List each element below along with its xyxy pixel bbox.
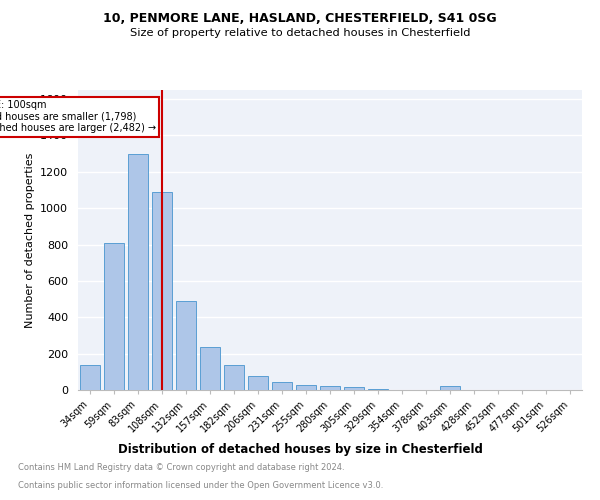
Bar <box>224 366 244 390</box>
Bar <box>104 242 124 390</box>
Text: 10 PENMORE LANE: 100sqm
← 42% of detached houses are smaller (1,798)
57% of semi: 10 PENMORE LANE: 100sqm ← 42% of detache… <box>0 100 156 133</box>
Text: Size of property relative to detached houses in Chesterfield: Size of property relative to detached ho… <box>130 28 470 38</box>
Text: Contains HM Land Registry data © Crown copyright and database right 2024.: Contains HM Land Registry data © Crown c… <box>18 464 344 472</box>
Bar <box>320 386 340 390</box>
Bar <box>176 301 196 390</box>
Bar <box>80 364 100 390</box>
Text: Contains public sector information licensed under the Open Government Licence v3: Contains public sector information licen… <box>18 481 383 490</box>
Text: 10, PENMORE LANE, HASLAND, CHESTERFIELD, S41 0SG: 10, PENMORE LANE, HASLAND, CHESTERFIELD,… <box>103 12 497 26</box>
Text: Distribution of detached houses by size in Chesterfield: Distribution of detached houses by size … <box>118 442 482 456</box>
Bar <box>440 386 460 390</box>
Y-axis label: Number of detached properties: Number of detached properties <box>25 152 35 328</box>
Bar <box>272 382 292 390</box>
Bar <box>200 348 220 390</box>
Bar <box>248 376 268 390</box>
Bar <box>152 192 172 390</box>
Bar <box>296 384 316 390</box>
Bar <box>128 154 148 390</box>
Bar <box>344 388 364 390</box>
Bar <box>368 389 388 390</box>
